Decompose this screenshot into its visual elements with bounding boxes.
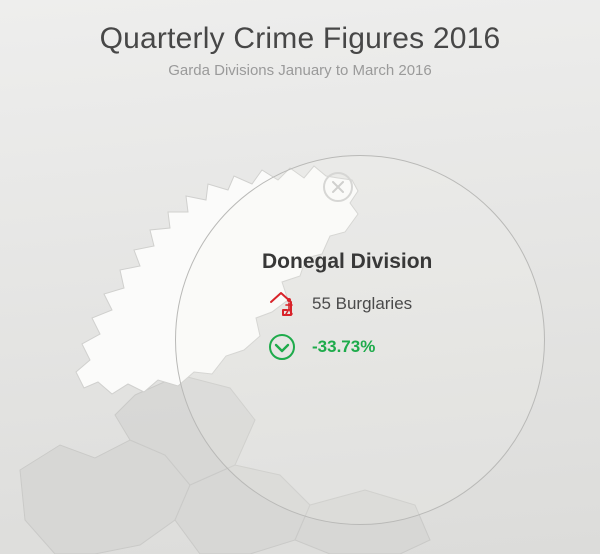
burglary-icon	[262, 290, 302, 318]
close-button[interactable]	[323, 172, 353, 202]
change-pct-label: -33.73%	[312, 337, 375, 357]
burglary-count-label: 55 Burglaries	[312, 294, 412, 314]
change-stat-row: -33.73%	[262, 332, 542, 362]
division-name: Donegal Division	[262, 250, 542, 274]
header: Quarterly Crime Figures 2016 Garda Divis…	[0, 0, 600, 79]
decrease-arrow-icon	[262, 332, 302, 362]
close-icon	[332, 181, 344, 193]
page-subtitle: Garda Divisions January to March 2016	[0, 62, 600, 79]
division-panel-content: Donegal Division 55 Burglaries -33.73%	[262, 250, 542, 376]
page-title: Quarterly Crime Figures 2016	[0, 22, 600, 56]
burglary-stat-row: 55 Burglaries	[262, 290, 542, 318]
